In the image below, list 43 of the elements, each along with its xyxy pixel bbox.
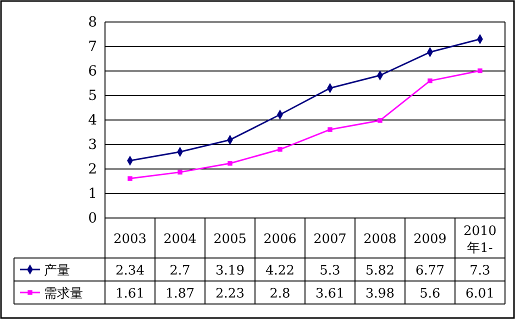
legend-label: 需求量 bbox=[44, 286, 83, 302]
x-tick-label: 2007 bbox=[313, 232, 347, 247]
y-tick-label: 4 bbox=[88, 112, 98, 128]
y-tick-label: 7 bbox=[88, 38, 97, 55]
point bbox=[378, 118, 382, 123]
data-label: 1.61 bbox=[116, 286, 144, 302]
data-label: 5.6 bbox=[420, 286, 440, 302]
y-tick-label: 0 bbox=[88, 210, 97, 226]
point bbox=[178, 170, 182, 175]
x-tick-label: 2003 bbox=[113, 232, 147, 247]
point bbox=[278, 147, 282, 152]
data-label: 1.87 bbox=[166, 286, 194, 302]
data-label: 3.61 bbox=[316, 286, 344, 302]
legend-label: 产量 bbox=[44, 264, 70, 278]
data-label: 2.7 bbox=[170, 264, 190, 278]
data-label: 7.3 bbox=[470, 264, 490, 278]
y-tick-label: 2 bbox=[88, 161, 97, 178]
data-label: 6.77 bbox=[416, 264, 444, 278]
x-tick-label: 2004 bbox=[163, 232, 197, 247]
data-label: 6.01 bbox=[466, 286, 494, 302]
x-tick-label: 2010年1- bbox=[463, 224, 497, 256]
y-tick-label: 8 bbox=[88, 14, 97, 30]
point bbox=[228, 161, 232, 166]
x-tick-label: 2006 bbox=[263, 232, 297, 247]
data-label: 2.23 bbox=[216, 286, 244, 302]
data-label: 4.22 bbox=[266, 264, 294, 278]
point bbox=[428, 78, 432, 84]
point bbox=[478, 68, 482, 74]
data-label: 3.98 bbox=[366, 286, 394, 302]
y-tick-label: 6 bbox=[88, 63, 98, 80]
data-label: 3.19 bbox=[216, 264, 244, 278]
x-tick-label: 2005 bbox=[213, 232, 247, 247]
y-tick-label: 1 bbox=[88, 186, 97, 202]
y-tick-label: 3 bbox=[88, 136, 97, 153]
y-tick-label: 5 bbox=[88, 88, 97, 104]
data-label: 2.8 bbox=[270, 286, 290, 302]
point bbox=[328, 127, 332, 132]
x-tick-label: 2008 bbox=[363, 232, 397, 247]
point bbox=[128, 176, 132, 181]
data-label: 5.82 bbox=[366, 264, 394, 278]
data-label: 2.34 bbox=[116, 264, 144, 278]
data-label: 5.3 bbox=[320, 264, 340, 278]
x-tick-label: 2009 bbox=[413, 232, 447, 247]
